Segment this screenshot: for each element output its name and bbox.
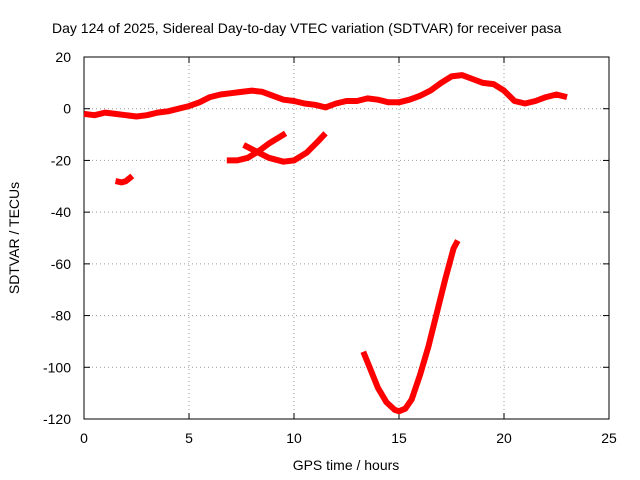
y-tick-label: 20 [55, 49, 71, 65]
x-axis-label: GPS time / hours [293, 457, 400, 473]
series-arc-2 [226, 130, 288, 164]
y-tick-label: -60 [51, 256, 71, 272]
y-tick-label: -120 [43, 411, 71, 427]
axis-ticks: 0 5 10 15 20 25 -120 -100 -80 -60 -40 -20 0 20 [43, 49, 617, 446]
chart-title: Day 124 of 2025, Sidereal Day-to-day VTE… [52, 20, 562, 36]
y-axis-label: SDTVAR / TECUs [6, 182, 22, 294]
x-tick-label: 10 [286, 430, 302, 446]
x-tick-label: 15 [391, 430, 407, 446]
series-arc-1 [114, 173, 135, 186]
y-tick-label: -20 [51, 152, 71, 168]
series-main-track [83, 72, 568, 120]
x-tick-label: 20 [496, 430, 512, 446]
y-tick-label: -40 [51, 204, 71, 220]
x-tick-label: 0 [80, 430, 88, 446]
plot-frame [83, 56, 610, 420]
series-arc-3 [242, 131, 328, 165]
x-tick-label: 25 [601, 430, 617, 446]
y-tick-label: -100 [43, 359, 71, 375]
grid-lines [84, 57, 609, 419]
y-tick-label: -80 [51, 308, 71, 324]
x-tick-label: 5 [185, 430, 193, 446]
y-tick-label: 0 [63, 101, 71, 117]
data-series [83, 72, 568, 415]
series-arc-4 [360, 239, 461, 415]
